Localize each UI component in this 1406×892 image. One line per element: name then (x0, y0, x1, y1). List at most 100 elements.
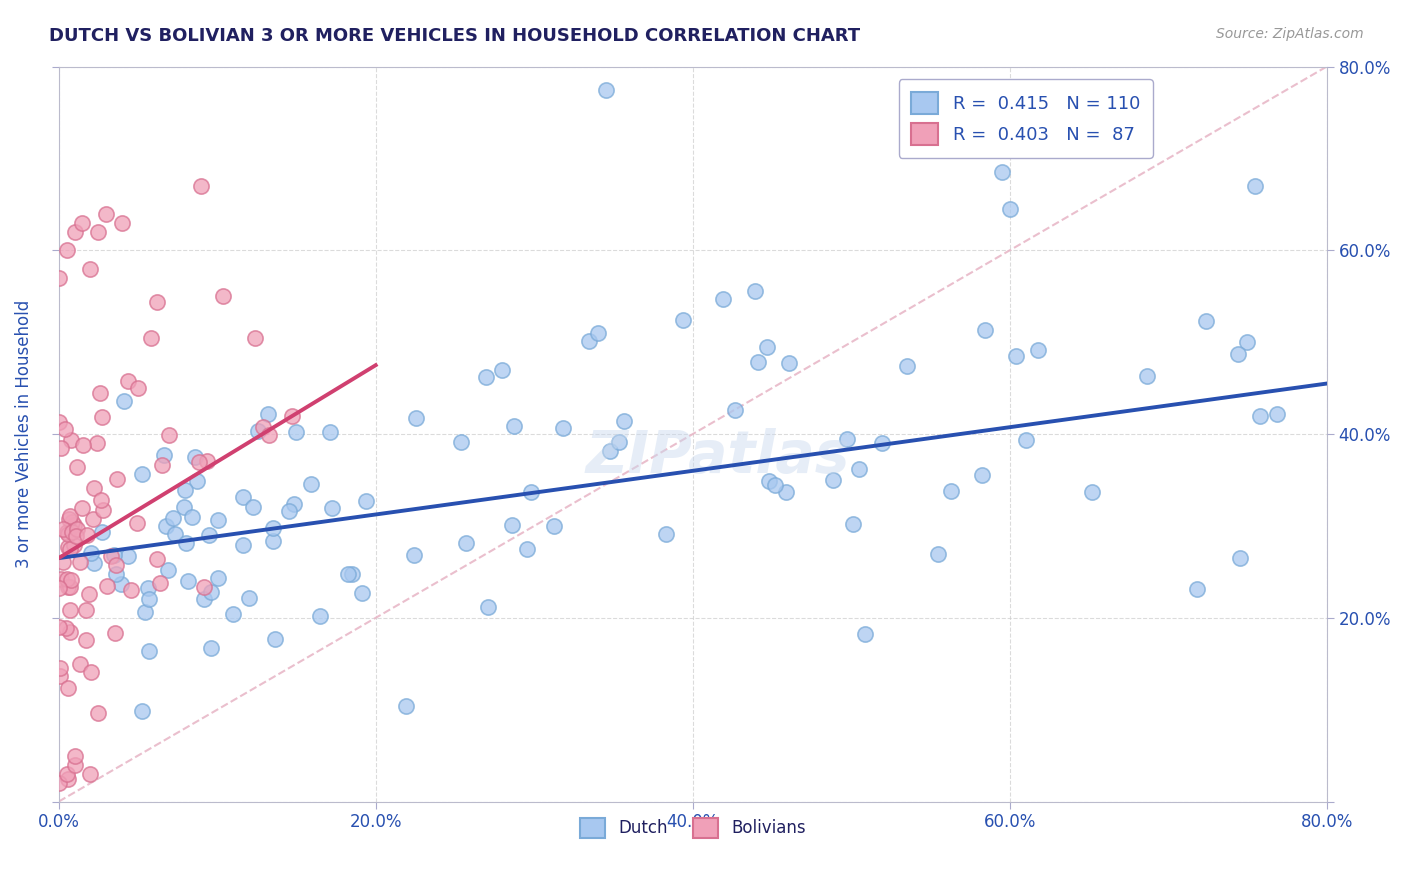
Point (454, 535, 477, 549)
Legend: Dutch, Bolivians: Dutch, Bolivians (574, 811, 813, 845)
Point (139, 331, 162, 345)
Point (76, 603, 98, 617)
Point (48, 271, 70, 285)
Point (63, 538, 86, 552)
Point (190, 178, 212, 193)
Point (72, 216, 94, 230)
Point (402, 548, 425, 562)
Point (193, 591, 215, 606)
Point (848, 462, 870, 476)
Point (89, 385, 111, 400)
Point (55, 621, 77, 635)
Point (475, 370, 498, 384)
Point (90, 493, 112, 508)
Point (1081, 485, 1104, 500)
Point (763, 478, 786, 492)
Point (52, 522, 75, 536)
Point (842, 517, 865, 532)
Point (278, 503, 301, 517)
Point (90, 409, 112, 424)
Point (138, 592, 160, 607)
Point (1185, 582, 1208, 596)
Point (1195, 314, 1218, 328)
Point (744, 284, 766, 298)
Point (222, 607, 245, 621)
Point (157, 428, 180, 442)
Point (82, 512, 104, 526)
Point (655, 527, 678, 541)
Point (69, 555, 91, 569)
Point (309, 608, 332, 623)
Point (157, 563, 180, 577)
Point (1267, 408, 1289, 422)
Point (232, 537, 254, 551)
Point (450, 434, 472, 449)
Point (212, 289, 235, 303)
Point (59, 508, 82, 523)
Point (299, 477, 322, 491)
Point (80, 665, 103, 679)
Point (131, 467, 153, 482)
Point (405, 411, 427, 425)
Point (105, 472, 128, 486)
Point (238, 591, 260, 606)
Point (180, 510, 202, 524)
Point (60, 525, 83, 540)
Point (174, 536, 197, 550)
Point (350, 585, 373, 599)
Point (100, 549, 122, 563)
Point (162, 511, 184, 525)
Point (198, 528, 221, 542)
Point (200, 585, 222, 599)
Point (1005, 350, 1028, 364)
Point (55, 244, 77, 258)
Point (778, 356, 800, 370)
Point (1015, 433, 1038, 447)
Point (55, 767, 77, 781)
Point (672, 313, 695, 327)
Point (939, 483, 962, 498)
Point (134, 606, 156, 620)
Point (491, 363, 513, 377)
Point (578, 334, 600, 349)
Point (200, 640, 222, 655)
Point (973, 323, 995, 337)
Point (59, 625, 82, 640)
Point (342, 567, 364, 582)
Point (520, 484, 543, 499)
Text: Source: ZipAtlas.com: Source: ZipAtlas.com (1216, 27, 1364, 41)
Point (354, 493, 377, 508)
Point (59, 580, 82, 594)
Point (321, 500, 343, 515)
Point (855, 627, 877, 641)
Point (747, 354, 769, 368)
Point (1136, 368, 1159, 383)
Point (83, 557, 105, 571)
Point (58, 540, 80, 554)
Point (145, 295, 167, 310)
Point (146, 552, 169, 566)
Point (1249, 409, 1271, 423)
Point (543, 519, 565, 533)
Point (755, 340, 778, 354)
Point (246, 424, 269, 438)
Point (69, 657, 91, 671)
Point (112, 394, 135, 409)
Point (896, 359, 918, 373)
Point (48, 415, 70, 429)
Point (72, 438, 94, 452)
Point (117, 374, 139, 388)
Point (87, 706, 110, 721)
Point (155, 518, 177, 533)
Point (758, 475, 780, 489)
Text: DUTCH VS BOLIVIAN 3 OR MORE VEHICLES IN HOUSEHOLD CORRELATION CHART: DUTCH VS BOLIVIAN 3 OR MORE VEHICLES IN … (49, 27, 860, 45)
Point (56, 572, 79, 586)
Point (186, 474, 208, 488)
Point (998, 202, 1021, 216)
Point (55, 525, 77, 540)
Point (281, 409, 304, 424)
Point (257, 427, 280, 442)
Point (60, 434, 83, 448)
Point (138, 644, 160, 658)
Point (477, 599, 499, 614)
